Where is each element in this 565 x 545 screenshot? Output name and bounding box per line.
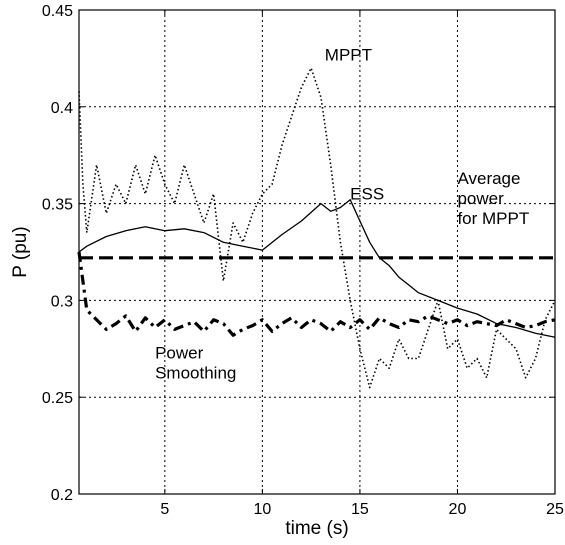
y-axis-label: P (pu) — [10, 226, 31, 277]
annotation-line: for MPPT — [457, 209, 529, 228]
y-tick-label: 0.3 — [51, 293, 73, 310]
plot-frame — [78, 9, 556, 495]
annotation-mppt: MPPT — [325, 45, 372, 64]
x-tick-label: 20 — [449, 501, 467, 518]
x-axis-label: time (s) — [285, 518, 348, 539]
annotation-line: power — [457, 189, 504, 208]
series-lines — [77, 67, 556, 389]
x-tick-label: 5 — [160, 501, 169, 518]
annotation-power-smoothing: Power Smoothing — [155, 343, 236, 382]
y-tick-label: 0.2 — [51, 487, 73, 504]
y-tick-label: 0.35 — [42, 197, 73, 214]
annotation-average-power-for-mppt: Average power for MPPT — [457, 169, 529, 228]
grid — [79, 10, 555, 494]
annotations: MPPT ESS Average power for MPPT Power Smoothin… — [155, 45, 529, 382]
annotation-line: Average — [457, 169, 520, 188]
x-tick-label: 10 — [253, 501, 271, 518]
annotation-line: Smoothing — [155, 363, 236, 382]
axis-ticks: 5 10 15 20 25 0.2 0.25 0.3 0.35 0.4 0.45 — [42, 3, 564, 518]
series-line-power-smoothing — [77, 251, 556, 337]
series-line-ess — [78, 199, 556, 338]
annotation-ess: ESS — [350, 185, 384, 204]
annotation-line: MPPT — [325, 45, 372, 64]
y-tick-label: 0.4 — [51, 100, 73, 117]
annotation-line: Power — [155, 343, 204, 362]
x-tick-label: 25 — [546, 501, 564, 518]
annotation-line: ESS — [350, 185, 384, 204]
y-tick-label: 0.25 — [42, 390, 73, 407]
y-tick-label: 0.45 — [42, 3, 73, 20]
x-tick-label: 15 — [351, 501, 369, 518]
